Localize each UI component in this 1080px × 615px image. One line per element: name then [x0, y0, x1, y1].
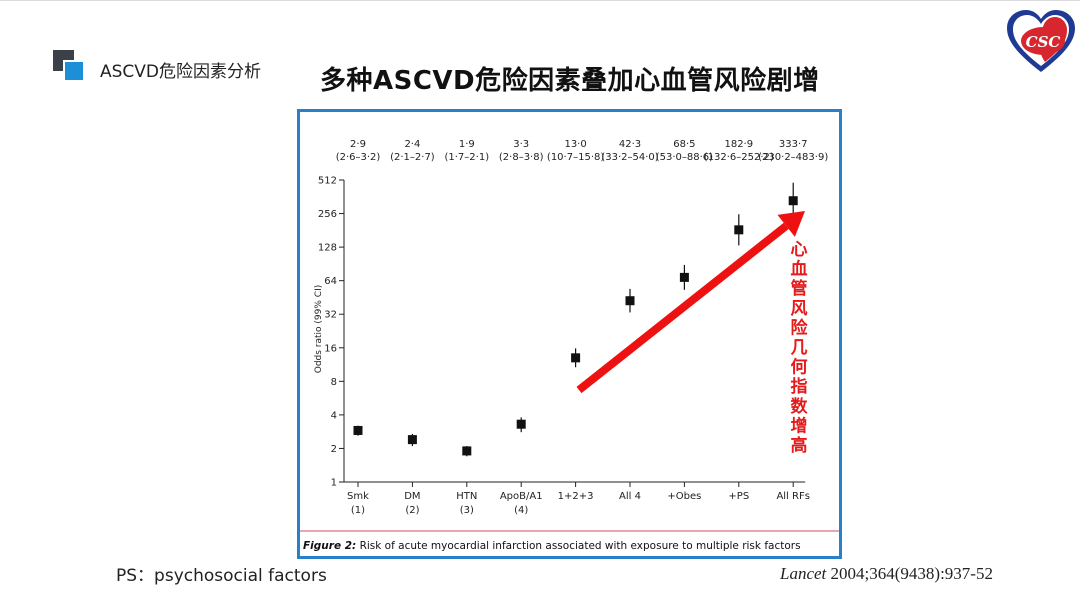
- section-title: ASCVD危险因素分析: [100, 62, 262, 82]
- y-tick-label: 256: [318, 209, 337, 220]
- annotation-char: 血: [791, 259, 808, 280]
- data-point: [516, 419, 526, 429]
- page-title: 多种ASCVD危险因素叠加心血管风险剧增: [320, 66, 820, 96]
- data-point: [353, 425, 363, 435]
- annotation-char: 几: [791, 338, 808, 358]
- chart-frame: [297, 109, 842, 559]
- y-tick-label: 128: [318, 243, 337, 254]
- annotation-char: 何: [791, 357, 808, 378]
- ci-label: (53·0–88·6): [656, 152, 713, 163]
- ci-label: (2·6–3·2): [336, 152, 381, 163]
- citation: Lancet 2004;364(9438):937-52: [780, 564, 993, 584]
- x-tick-label: ApoB/A1: [500, 491, 543, 502]
- y-axis-title: Odds ratio (99% CI): [314, 285, 324, 374]
- csc-heart-logo: CSC: [1007, 10, 1075, 72]
- ci-label: (1·7–2·1): [444, 152, 489, 163]
- or-value-label: 2·9: [350, 139, 366, 150]
- logo-text: CSC: [1026, 33, 1061, 51]
- x-tick-sublabel: (1): [351, 505, 365, 516]
- annotation-char: 增: [791, 415, 808, 436]
- y-tick-label: 2: [331, 444, 337, 455]
- chart-axes: 1 2 4 8 16 32 64 128 256 512 Smk (1) DM (2) HTN (3) ApoB…: [318, 176, 810, 517]
- x-tick-sublabel: (4): [514, 505, 528, 516]
- x-tick-label: +Obes: [667, 491, 701, 502]
- ci-label: (2·1–2·7): [390, 152, 435, 163]
- annotation-char: 数: [791, 396, 809, 417]
- top-divider: [0, 0, 1080, 1]
- y-tick-label: 64: [324, 276, 337, 287]
- annotation-char: 高: [791, 435, 808, 456]
- or-value-label: 2·4: [404, 139, 420, 150]
- ci-label: (33·2–54·0): [601, 152, 658, 163]
- x-tick-sublabel: (2): [405, 505, 419, 516]
- or-value-label: 3·3: [513, 139, 529, 150]
- data-point: [788, 196, 798, 206]
- or-value-label: 1·9: [459, 139, 475, 150]
- ci-label: (10·7–15·8): [547, 152, 604, 163]
- odds-ratio-chart: 1 2 4 8 16 32 64 128 256 512 Smk (1) DM (2) HTN (3) ApoB…: [300, 139, 839, 552]
- ps-footnote: PS：psychosocial factors: [116, 566, 327, 586]
- chart-caption: Figure 2: Risk of acute myocardial infar…: [303, 540, 801, 552]
- data-points: [353, 182, 798, 457]
- data-point: [462, 446, 472, 456]
- data-point: [625, 296, 635, 306]
- ci-label: (2·8–3·8): [499, 152, 544, 163]
- trend-arrow: [576, 211, 805, 394]
- or-value-label: 42·3: [619, 139, 641, 150]
- data-point: [679, 272, 689, 282]
- citation-details: 2004;364(9438):937-52: [826, 564, 993, 583]
- section-icon: [53, 50, 85, 82]
- x-tick-label: Smk: [347, 491, 369, 502]
- or-value-label: 68·5: [673, 139, 695, 150]
- ci-label: (132·6–252·2): [704, 152, 774, 163]
- or-value-label: 182·9: [724, 139, 753, 150]
- annotation-char: 险: [791, 317, 809, 338]
- annotation-char: 指: [791, 376, 808, 397]
- y-tick-label: 1: [331, 478, 337, 489]
- ci-label: (230·2–483·9): [758, 152, 828, 163]
- annotation-char: 管: [791, 278, 808, 299]
- data-point: [734, 225, 744, 235]
- x-tick-label: All RFs: [776, 491, 810, 502]
- arrow-head: [777, 211, 805, 237]
- data-point: [571, 353, 581, 363]
- y-tick-label: 4: [331, 410, 337, 421]
- x-tick-label: All 4: [619, 491, 641, 502]
- y-tick-label: 16: [324, 343, 337, 354]
- annotation-char: 风: [791, 299, 808, 319]
- or-header-labels: 2·9 (2·6–3·2) 2·4 (2·1–2·7) 1·9 (1·7–2·1) 3·3 (…: [336, 139, 829, 163]
- data-point: [407, 435, 417, 445]
- x-tick-sublabel: (3): [460, 505, 474, 516]
- x-tick-label: 1+2+3: [558, 491, 594, 502]
- y-tick-label: 8: [331, 377, 337, 388]
- arrow-shaft: [576, 222, 789, 394]
- or-value-label: 333·7: [779, 139, 808, 150]
- y-tick-label: 32: [324, 310, 337, 321]
- annotation-char: 心: [791, 240, 808, 260]
- x-tick-label: HTN: [456, 491, 477, 502]
- or-value-label: 13·0: [564, 139, 586, 150]
- citation-journal: Lancet: [780, 564, 827, 583]
- x-tick-label: +PS: [728, 491, 749, 502]
- x-tick-label: DM: [404, 491, 420, 502]
- y-tick-label: 512: [318, 176, 337, 187]
